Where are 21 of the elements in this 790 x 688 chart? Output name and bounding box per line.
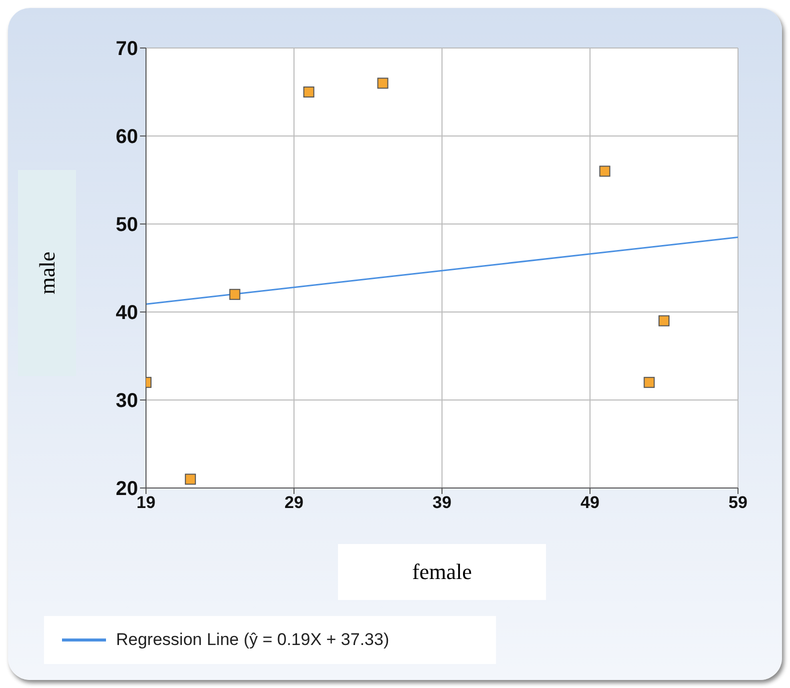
point [644, 376, 655, 388]
point [377, 78, 388, 89]
y-tick-label: 40 [116, 302, 138, 324]
y-tick-label: 50 [116, 214, 138, 236]
point [599, 166, 610, 177]
y-tick-label: 30 [116, 390, 138, 412]
y-tick-label: 60 [116, 126, 138, 148]
x-tick-label: 29 [284, 493, 304, 512]
x-tick-label: 59 [728, 493, 748, 512]
point [303, 86, 314, 98]
x-axis-title: female [338, 544, 546, 600]
point [658, 315, 670, 326]
x-tick-label: 39 [432, 493, 452, 512]
y-tick-label: 70 [116, 38, 138, 60]
legend-label: Regression Line (ŷ = 0.19X + 37.33) [116, 630, 390, 650]
point [184, 474, 196, 485]
point [229, 288, 240, 300]
x-tick-label: 19 [136, 493, 156, 512]
x-tick-label: 49 [580, 493, 600, 512]
y-tick-label: 20 [116, 478, 138, 500]
y-axis-title: male [34, 252, 60, 294]
